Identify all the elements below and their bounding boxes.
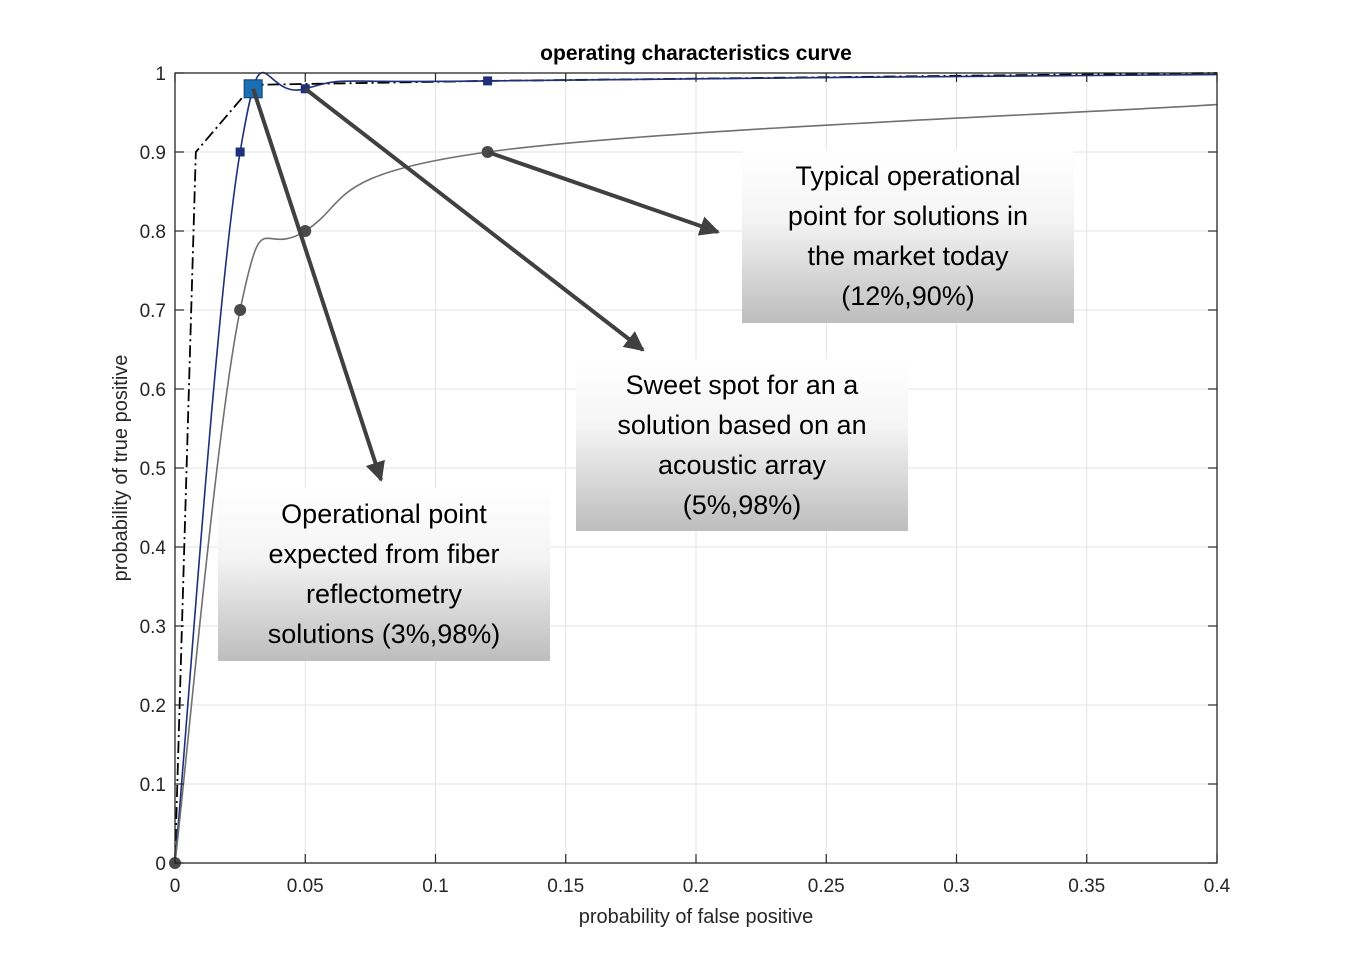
annotation-line: (12%,90%) [841,281,975,311]
x-tick-label: 0.3 [943,876,969,897]
annotation-line: reflectometry [305,579,463,609]
annotation-line: Typical operational [795,161,1021,191]
series-line-gray [174,103,1218,864]
annotation-line: solutions (3%,98%) [267,619,501,649]
y-tick-label: 0 [155,854,166,875]
y-tick-label: 0.6 [140,380,166,401]
square-marker [235,147,245,157]
x-tick-label: 0.25 [808,876,845,897]
y-tick-label: 0.3 [140,617,166,638]
axis-ticks: 0 0.05 0.1 0.15 0.2 0.25 0.3 0.35 0.4 0 0.1 0.2 0.3 0… [140,64,1231,897]
x-tick-label: 0.35 [1068,876,1105,897]
annotation-arrow [251,88,385,482]
x-tick-label: 0.1 [422,876,448,897]
x-tick-label: 0.05 [287,876,324,897]
annotation-acoustic-array: Sweet spot for an a solution based on an… [576,359,908,531]
y-tick-label: 0.4 [140,538,167,559]
chart-title: operating characteristics curve [540,42,852,65]
annotation-line: the market today [807,241,1009,271]
annotation-market-today: Typical operational point for solutions … [742,150,1074,323]
annotation-line: Operational point [281,499,487,529]
circle-marker [234,304,247,316]
annotation-line: point for solutions in [787,201,1029,231]
y-tick-label: 0.7 [140,301,166,322]
annotation-arrows [251,87,720,482]
x-axis-label: probability of false positive [579,906,814,928]
annotation-fiber-reflectometry: Operational point expected from fiber re… [218,488,550,661]
annotation-line: expected from fiber [268,539,500,569]
y-tick-label: 0.1 [140,775,166,796]
x-tick-label: 0.15 [547,876,584,897]
annotation-arrow [486,150,720,236]
annotation-line: Sweet spot for an a [625,370,859,400]
y-axis-label: probability of true positive [110,355,132,582]
y-tick-label: 0.2 [140,696,166,717]
x-tick-label: 0.4 [1204,876,1231,897]
annotation-line: solution based on an [617,410,867,440]
y-tick-label: 1 [155,64,166,85]
square-marker [483,76,493,86]
y-tick-label: 0.9 [140,143,166,164]
y-tick-label: 0.8 [140,222,166,243]
annotation-arrow [304,87,645,352]
annotation-line: (5%,98%) [682,490,802,520]
x-tick-label: 0 [170,876,181,897]
annotation-line: acoustic array [657,450,827,480]
y-tick-label: 0.5 [140,459,166,480]
x-tick-label: 0.2 [683,876,709,897]
